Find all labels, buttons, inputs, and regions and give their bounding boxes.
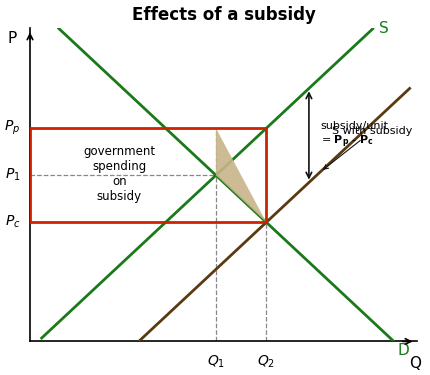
Text: S with subsidy: S with subsidy	[324, 126, 412, 169]
Text: D: D	[397, 343, 409, 358]
Title: Effects of a subsidy: Effects of a subsidy	[132, 6, 316, 24]
Polygon shape	[216, 128, 266, 222]
Text: $Q_1$: $Q_1$	[207, 354, 225, 370]
Text: $Q_2$: $Q_2$	[257, 354, 275, 370]
Text: government
spending
on
subsidy: government spending on subsidy	[83, 145, 155, 203]
Text: subsidy/unit
= $\mathbf{P_p}$ - $\mathbf{P_c}$: subsidy/unit = $\mathbf{P_p}$ - $\mathbf…	[320, 121, 389, 150]
Text: P: P	[7, 31, 16, 46]
Text: $P_c$: $P_c$	[5, 214, 20, 231]
Text: $P_p$: $P_p$	[4, 119, 20, 137]
Text: $P_1$: $P_1$	[5, 167, 20, 183]
Bar	[30, 128, 266, 222]
Text: S: S	[378, 21, 388, 36]
Text: Q: Q	[409, 356, 421, 370]
